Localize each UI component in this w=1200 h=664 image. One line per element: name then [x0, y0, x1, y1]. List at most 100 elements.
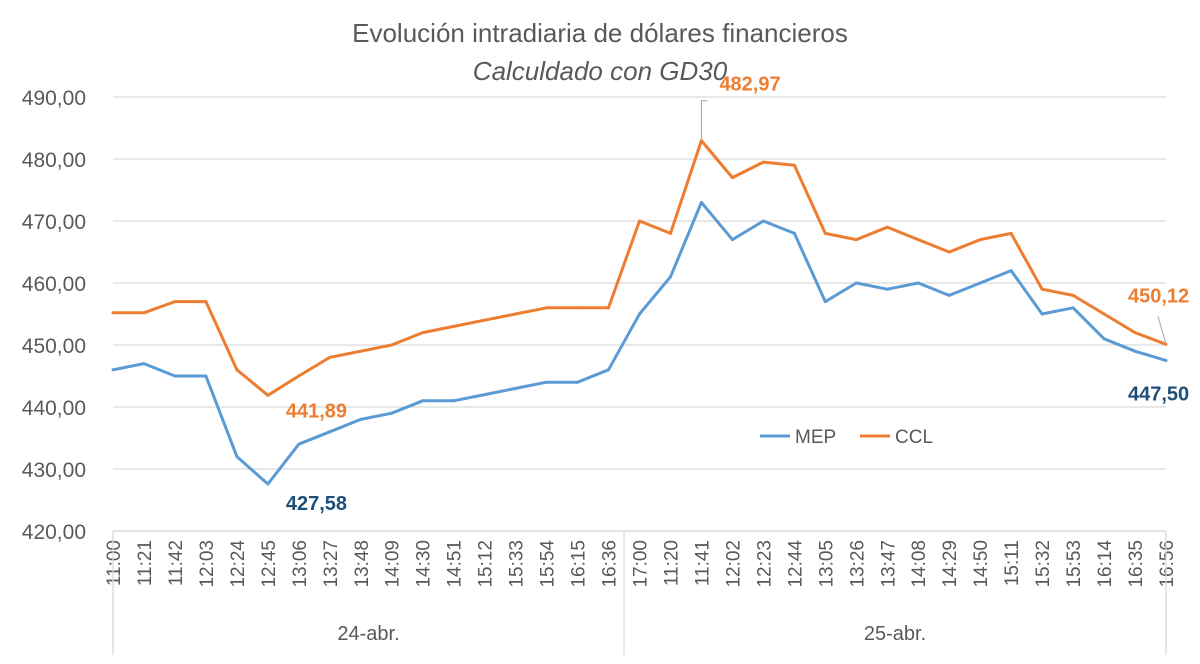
- data-point-mep: [1102, 337, 1106, 341]
- data-point-ccl: [1133, 331, 1137, 335]
- chart-subtitle: Calculdado con GD30: [473, 56, 728, 86]
- data-point-mep: [576, 380, 580, 384]
- data-point-mep: [885, 287, 889, 291]
- x-tick-label: 14:50: [971, 540, 992, 588]
- data-point-mep: [111, 368, 115, 372]
- data-point-ccl: [297, 374, 301, 378]
- data-point-mep: [142, 362, 146, 366]
- x-tick-label: 11:41: [692, 540, 713, 586]
- data-point-mep: [607, 368, 611, 372]
- data-point-mep: [792, 231, 796, 235]
- data-point-mep: [297, 442, 301, 446]
- data-point-mep: [978, 281, 982, 285]
- data-point-mep: [1040, 312, 1044, 316]
- data-label: 450,12: [1128, 285, 1189, 307]
- data-label: 441,89: [286, 400, 347, 422]
- data-point-ccl: [607, 306, 611, 310]
- data-point-mep: [483, 393, 487, 397]
- data-point-ccl: [1009, 231, 1013, 235]
- data-point-ccl: [328, 355, 332, 359]
- data-point-mep: [823, 300, 827, 304]
- y-tick-label: 420,00: [22, 521, 86, 544]
- x-tick-label: 14:29: [940, 540, 961, 588]
- x-tick-label: 14:08: [909, 540, 930, 588]
- x-tick-label: 14:51: [445, 540, 466, 588]
- data-point-ccl: [1102, 312, 1106, 316]
- legend: MEP CCL: [760, 427, 933, 448]
- data-point-mep: [204, 374, 208, 378]
- data-point-ccl: [1071, 293, 1075, 297]
- x-tick-label: 12:03: [197, 540, 218, 588]
- x-tick-label: 15:53: [1064, 540, 1085, 588]
- data-point-mep: [545, 380, 549, 384]
- x-tick-label: 13:06: [290, 540, 311, 588]
- data-point-mep: [638, 312, 641, 316]
- data-point-ccl: [235, 368, 239, 372]
- y-axis-ticks: 420,00 430,00 440,00 450,00 460,00 470,00 480,…: [22, 87, 86, 544]
- data-point-mep: [235, 455, 239, 459]
- legend-label-mep: MEP: [795, 427, 836, 448]
- x-tick-label: 15:11: [1002, 540, 1023, 586]
- data-point-ccl: [142, 311, 146, 315]
- x-tick-label: 16:15: [569, 540, 590, 588]
- x-tick-label: 11:20: [661, 540, 682, 586]
- data-point-mep: [916, 281, 920, 285]
- data-point-mep: [1071, 306, 1075, 310]
- data-label: 427,58: [286, 493, 347, 515]
- data-label: 482,97: [719, 74, 780, 96]
- data-label: 447,50: [1128, 384, 1189, 406]
- data-point-mep: [452, 399, 456, 403]
- y-tick-label: 490,00: [22, 87, 86, 110]
- x-tick-label: 12:45: [259, 540, 280, 588]
- x-tick-label: 13:47: [878, 540, 899, 588]
- data-point-mep: [390, 411, 394, 415]
- x-tick-label: 15:33: [507, 540, 528, 588]
- x-tick-label: 12:44: [785, 540, 806, 588]
- data-point-ccl: [173, 300, 177, 304]
- series-lines: [111, 139, 1168, 486]
- x-tick-label: 16:36: [600, 540, 621, 588]
- x-tick-label: 16:56: [1157, 540, 1178, 588]
- data-point-ccl: [204, 300, 208, 304]
- leader-line: [1157, 316, 1167, 345]
- data-point-ccl: [452, 324, 456, 328]
- x-tick-label: 14:30: [414, 540, 435, 588]
- data-point-mep: [699, 200, 703, 204]
- data-labels: 427,58 441,89 482,97 450,12 447,50: [286, 74, 1189, 515]
- chart-title: Evolución intradiaria de dólares financi…: [352, 18, 848, 48]
- x-tick-label: 16:35: [1126, 540, 1147, 588]
- data-point-ccl: [390, 343, 394, 347]
- data-point-mep: [761, 219, 765, 223]
- x-tick-label: 12:24: [228, 540, 249, 588]
- data-point-mep: [668, 275, 672, 279]
- data-point-mep: [854, 281, 858, 285]
- data-point-ccl: [823, 231, 827, 235]
- data-point-mep: [514, 386, 518, 390]
- x-tick-label: 14:09: [383, 540, 404, 588]
- data-point-mep: [1164, 359, 1168, 362]
- x-tick-label: 11:21: [135, 540, 156, 586]
- y-tick-label: 480,00: [22, 149, 86, 172]
- data-point-ccl: [111, 311, 115, 315]
- x-tick-label: 13:26: [847, 540, 868, 588]
- data-point-ccl: [916, 238, 920, 242]
- x-tick-label: 13:48: [352, 540, 373, 588]
- legend-label-ccl: CCL: [895, 427, 933, 448]
- data-point-ccl: [885, 225, 889, 229]
- data-point-mep: [947, 293, 951, 297]
- x-group-label: 24-abr.: [337, 623, 399, 645]
- data-point-ccl: [730, 176, 734, 180]
- data-point-mep: [1133, 349, 1137, 353]
- x-tick-label: 15:12: [476, 540, 497, 588]
- data-point-ccl: [1040, 287, 1044, 291]
- y-tick-label: 470,00: [22, 211, 86, 234]
- y-tick-label: 440,00: [22, 397, 86, 420]
- y-tick-label: 450,00: [22, 335, 86, 358]
- data-point-mep: [359, 417, 363, 421]
- data-point-ccl: [576, 306, 580, 310]
- data-point-mep: [421, 399, 425, 403]
- x-tick-label: 12:02: [723, 540, 744, 588]
- leader-line: [700, 100, 708, 141]
